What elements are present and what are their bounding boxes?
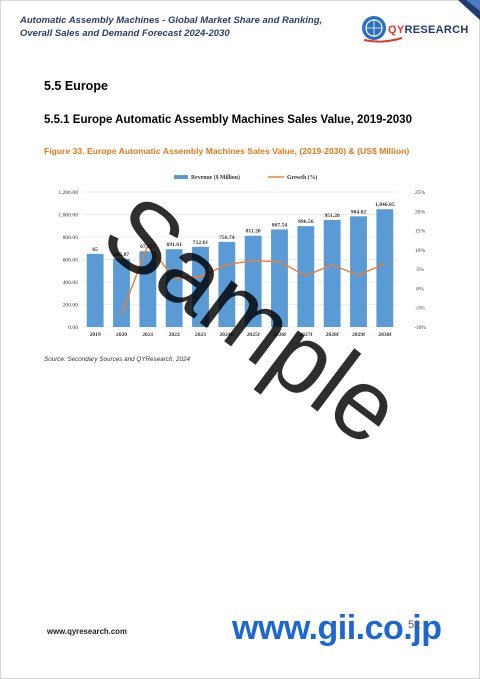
bar-value-label: 896.56 bbox=[298, 219, 314, 225]
x-tick-label: 2024E bbox=[219, 332, 234, 338]
y-left-tick-label: 800.00 bbox=[63, 235, 79, 241]
y-left-tick-label: 0.00 bbox=[68, 325, 78, 331]
legend-revenue-label: Revenue ($ Million) bbox=[191, 174, 240, 181]
revenue-bar bbox=[297, 226, 315, 327]
subsection-heading: 5.5.1 Europe Automatic Assembly Machines… bbox=[44, 114, 412, 126]
growth-line bbox=[120, 243, 386, 315]
x-tick-label: 2030f bbox=[378, 332, 391, 338]
bar-value-label: 984.02 bbox=[351, 209, 367, 215]
figure-caption: Figure 33. Europe Automatic Assembly Mac… bbox=[44, 146, 410, 156]
y-right-tick-label: -10% bbox=[414, 325, 426, 331]
x-tick-label: 2022 bbox=[169, 332, 180, 338]
corner-decoration bbox=[458, 0, 480, 20]
gii-watermark-url: www.gii.co.jp bbox=[232, 609, 442, 647]
y-right-tick-label: -5% bbox=[415, 306, 425, 312]
y-right-tick-label: 25% bbox=[415, 190, 426, 196]
bar-value-label: 673.57 bbox=[140, 244, 156, 250]
revenue-bar bbox=[271, 229, 288, 327]
y-right-tick-label: 10% bbox=[415, 248, 426, 254]
bar-value-label: 811.20 bbox=[246, 229, 261, 235]
x-tick-label: 2023 bbox=[195, 332, 206, 338]
x-tick-label: 2026f bbox=[273, 332, 286, 338]
page-number: 52 bbox=[408, 619, 421, 631]
bar-value-label: 756.74 bbox=[219, 235, 235, 241]
revenue-bar bbox=[86, 253, 104, 327]
x-tick-label: 2021 bbox=[142, 332, 153, 338]
y-left-tick-label: 1,000.00 bbox=[58, 213, 78, 219]
report-title: Automatic Assembly Machines - Global Mar… bbox=[20, 14, 340, 40]
sales-value-chart: 0.00 200.00 400.00 600.00 800.00 1,000.00 1,20… bbox=[58, 174, 426, 338]
footer-url[interactable]: www.qyresearch.com bbox=[47, 627, 127, 636]
x-tick-label: 2020 bbox=[116, 332, 127, 338]
bar-value-label: 951.28 bbox=[324, 213, 340, 219]
logo-wordmark: QYRESEARCH bbox=[388, 24, 469, 36]
section-heading: 5.5 Europe bbox=[44, 79, 108, 93]
y-right-tick-label: 5% bbox=[416, 267, 424, 273]
x-tick-label: 2019 bbox=[90, 332, 101, 338]
bar-value-label: 65 bbox=[92, 247, 98, 253]
x-tick-label: 2029f bbox=[352, 332, 365, 338]
revenue-bar bbox=[350, 216, 367, 327]
revenue-bar bbox=[244, 235, 262, 327]
revenue-bar bbox=[218, 241, 236, 327]
legend-growth-label: Growth (%) bbox=[287, 174, 317, 181]
x-tick-label: 2025f bbox=[247, 332, 260, 338]
x-tick-label: 2028f bbox=[326, 332, 339, 338]
revenue-bar bbox=[139, 251, 157, 327]
legend-revenue-swatch bbox=[174, 175, 188, 179]
revenue-bar bbox=[192, 246, 209, 327]
bar-value-label: 867.54 bbox=[272, 222, 288, 228]
bar-value-label: 1,046.85 bbox=[375, 202, 395, 208]
report-title-line-2: Overall Sales and Demand Forecast 2024-2… bbox=[20, 28, 230, 39]
y-left-tick-label: 400.00 bbox=[63, 280, 79, 286]
report-title-line-1: Automatic Assembly Machines - Global Mar… bbox=[20, 15, 323, 26]
figure-source: Source: Secondary Sources and QYResearch… bbox=[44, 356, 190, 363]
y-left-tick-label: 1,200.00 bbox=[58, 190, 78, 196]
y-left-tick-label: 600.00 bbox=[63, 258, 79, 264]
qyresearch-logo bbox=[362, 16, 403, 43]
y-right-tick-label: 0% bbox=[416, 286, 424, 292]
revenue-bar bbox=[113, 258, 130, 327]
revenue-bar bbox=[376, 209, 394, 327]
x-tick-label: 2027f bbox=[299, 332, 312, 338]
logo-text-prefix: QY bbox=[388, 24, 405, 36]
y-right-tick-label: 15% bbox=[415, 229, 426, 235]
revenue-bar bbox=[323, 219, 341, 327]
bar-value-label: 605.87 bbox=[114, 252, 130, 258]
logo-text-suffix: RESEARCH bbox=[404, 24, 469, 36]
bar-value-label: 712.61 bbox=[193, 240, 209, 246]
y-right-tick-label: 20% bbox=[415, 209, 426, 215]
bar-value-label: 691.61 bbox=[166, 242, 182, 248]
y-left-tick-label: 200.00 bbox=[63, 303, 79, 309]
revenue-bar bbox=[165, 249, 183, 327]
